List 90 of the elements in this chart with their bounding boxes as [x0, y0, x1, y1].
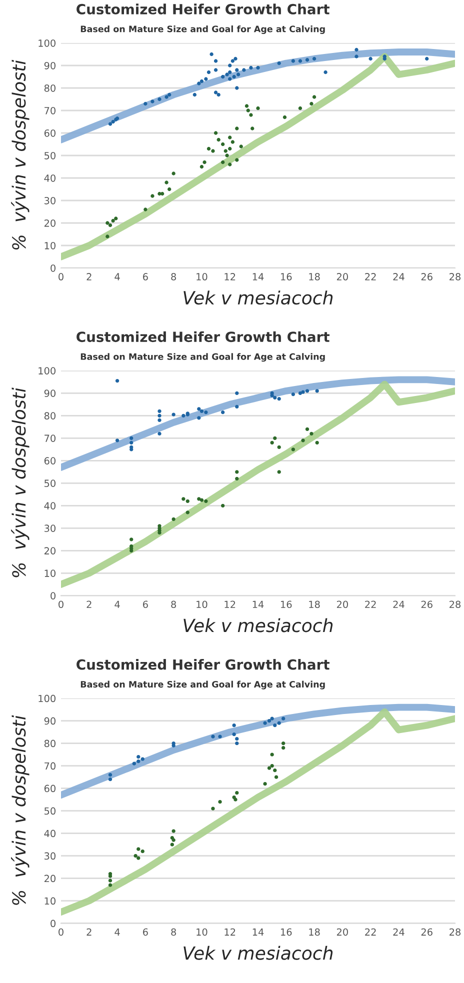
- y-tick-label: 100: [38, 367, 56, 374]
- x-tick-label: 2: [86, 600, 92, 608]
- y-tick-label: 30: [44, 852, 56, 860]
- y-tick-label: 80: [44, 84, 56, 92]
- x-tick-label: 8: [171, 928, 176, 936]
- x-tick-label: 20: [336, 273, 348, 280]
- x-tick-label: 2: [86, 928, 92, 936]
- x-tick-label: 14: [252, 273, 264, 280]
- x-tick-label: 16: [281, 600, 292, 608]
- y-tick-label: 10: [44, 570, 56, 577]
- y-tick-label: 90: [44, 390, 56, 397]
- x-tick-label: 6: [143, 600, 148, 608]
- x-tick-label: 20: [336, 600, 348, 608]
- y-tick-label: 100: [38, 694, 56, 702]
- x-tick-label: 22: [365, 273, 376, 280]
- x-tick-label: 14: [252, 600, 264, 608]
- x-tick-label: 6: [143, 273, 148, 280]
- y-tick-label: 80: [44, 740, 56, 748]
- y-tick-label: 60: [44, 784, 56, 792]
- x-tick-label: 26: [421, 600, 432, 608]
- x-tick-label: 2: [86, 273, 92, 280]
- y-tick-label: 0: [50, 920, 56, 928]
- chart-title: Customized Heifer Growth Chart: [76, 659, 330, 670]
- x-axis-title: Vek v mesiacoch: [184, 290, 333, 305]
- chart-subtitle: Based on Mature Size and Goal for Age at Calving: [80, 353, 325, 362]
- y-tick-label: 0: [50, 264, 56, 272]
- y-tick-label: 100: [38, 39, 56, 47]
- y-tick-label: 10: [44, 242, 56, 250]
- y-tick-label: 90: [44, 62, 56, 70]
- y-tick-label: 70: [44, 762, 56, 770]
- x-tick-label: 6: [143, 928, 148, 936]
- y-tick-label: 80: [44, 412, 56, 420]
- y-tick-label: 50: [44, 480, 56, 487]
- chart-title: Customized Heifer Growth Chart: [76, 4, 330, 14]
- x-tick-label: 28: [450, 273, 461, 280]
- y-tick-label: 30: [44, 524, 56, 532]
- x-tick-label: 0: [58, 600, 64, 608]
- y-tick-label: 90: [44, 717, 56, 725]
- x-tick-label: 20: [336, 928, 348, 936]
- x-tick-label: 24: [393, 273, 404, 280]
- y-tick-label: 70: [44, 434, 56, 442]
- y-tick-label: 70: [44, 106, 56, 114]
- x-tick-label: 4: [114, 600, 120, 608]
- x-tick-label: 8: [171, 600, 176, 608]
- y-tick-label: 50: [44, 807, 56, 815]
- x-tick-label: 26: [421, 928, 432, 936]
- y-tick-label: 20: [44, 547, 56, 554]
- x-tick-label: 26: [421, 273, 432, 280]
- y-tick-label: 20: [44, 219, 56, 227]
- y-axis-title: % vývin v dospelosti: [11, 715, 30, 905]
- chart-title: Customized Heifer Growth Chart: [76, 331, 330, 342]
- x-tick-label: 28: [450, 928, 461, 936]
- y-tick-label: 40: [44, 174, 56, 182]
- x-axis-title: Vek v mesiacoch: [184, 946, 333, 960]
- y-axis-title: % vývin v dospelosti: [11, 388, 30, 578]
- y-axis-title: % vývin v dospelosti: [11, 60, 30, 250]
- chart-subtitle: Based on Mature Size and Goal for Age at Calving: [80, 25, 325, 34]
- y-tick-label: 30: [44, 196, 56, 204]
- x-tick-label: 4: [114, 928, 120, 936]
- x-tick-label: 18: [309, 600, 320, 608]
- x-tick-label: 24: [393, 600, 404, 608]
- y-tick-label: 40: [44, 502, 56, 510]
- y-tick-label: 50: [44, 152, 56, 160]
- y-tick-label: 0: [50, 592, 56, 600]
- x-tick-label: 24: [393, 928, 404, 936]
- chart-subtitle: Based on Mature Size and Goal for Age at Calving: [80, 680, 325, 690]
- x-tick-label: 22: [365, 928, 376, 936]
- y-tick-label: 60: [44, 457, 56, 464]
- y-tick-label: 20: [44, 874, 56, 882]
- x-tick-label: 14: [252, 928, 264, 936]
- x-tick-label: 4: [114, 273, 120, 280]
- x-tick-label: 10: [196, 273, 208, 280]
- x-axis-title: Vek v mesiacoch: [184, 618, 333, 632]
- x-tick-label: 10: [196, 600, 208, 608]
- x-tick-label: 10: [196, 928, 208, 936]
- x-tick-label: 22: [365, 600, 376, 608]
- x-tick-label: 0: [58, 273, 64, 280]
- x-tick-label: 28: [450, 600, 461, 608]
- x-tick-label: 16: [281, 273, 292, 280]
- x-tick-label: 0: [58, 928, 64, 936]
- x-tick-label: 12: [224, 273, 236, 280]
- y-tick-label: 10: [44, 897, 56, 905]
- x-tick-label: 16: [281, 928, 292, 936]
- y-tick-label: 60: [44, 129, 56, 137]
- x-tick-label: 18: [309, 928, 320, 936]
- x-tick-label: 8: [171, 273, 176, 280]
- y-tick-label: 40: [44, 830, 56, 838]
- x-tick-label: 12: [224, 600, 236, 608]
- x-tick-label: 12: [224, 928, 236, 936]
- x-tick-label: 18: [309, 273, 320, 280]
